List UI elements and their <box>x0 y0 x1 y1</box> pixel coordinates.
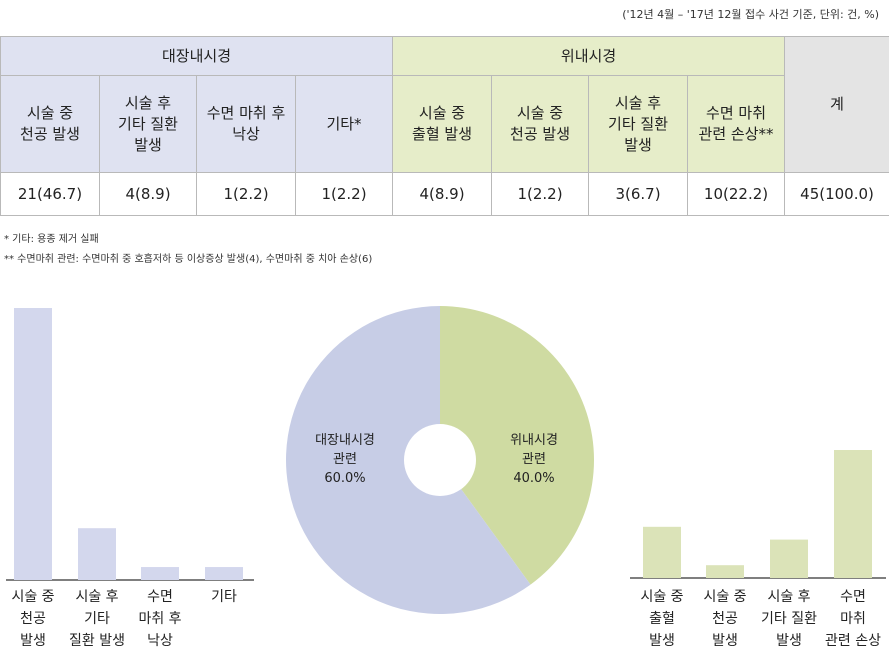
right-bar <box>706 565 744 578</box>
left-bar-category-line: 질환 발생 <box>69 633 125 649</box>
right-bar <box>643 526 681 578</box>
left-bar-category-line: 수면 <box>147 589 173 605</box>
value-cell: 4(8.9) <box>392 172 493 216</box>
left-bar <box>78 528 116 580</box>
total-header: 계 <box>784 36 889 173</box>
column-header-line: 시술 후 <box>124 93 172 112</box>
right-bar-category-line: 수면 <box>840 589 866 605</box>
statistics-table: 대장내시경 위내시경 계 시술 중 천공 발생 시술 후 기타 질환 발생 수면 마취 후… <box>0 36 889 216</box>
column-header-line: 기타 질환 <box>608 114 668 133</box>
right-bar-category-line: 시술 중 <box>703 589 747 605</box>
right-bar-category-line: 기타 질환 <box>761 611 817 627</box>
right-bar-category-line: 마취 <box>840 611 866 627</box>
column-header-line: 기타 질환 <box>118 114 178 133</box>
right-bar-category-line: 관련 손상 <box>825 633 881 649</box>
donut-hole <box>404 424 476 496</box>
column-header-line: 기타* <box>326 114 362 133</box>
left-bar-category-line: 천공 <box>20 611 46 627</box>
left-bar-category-line: 기타 <box>211 589 237 605</box>
right-bar-category-line: 천공 <box>712 611 738 627</box>
source-note: ('12년 4월 – '17년 12월 접수 사건 기준, 단위: 건, %) <box>622 8 879 21</box>
right-bar-category-line: 시술 후 <box>767 589 811 605</box>
footnote-1: * 기타: 용종 제거 실패 <box>4 234 99 245</box>
group-header-colonoscopy: 대장내시경 <box>0 36 394 76</box>
pie-label-colonoscopy-line: 60.0% <box>324 471 366 486</box>
column-header-line: 출혈 발생 <box>412 125 472 143</box>
pie-label-colonoscopy-line: 관련 <box>333 452 357 467</box>
column-header-line: 낙상 <box>232 125 260 143</box>
column-header-line: 발생 <box>624 135 652 154</box>
right-bar-category-line: 출혈 <box>649 611 675 627</box>
pie-slice <box>440 306 595 585</box>
value-cell: 3(6.7) <box>588 172 689 216</box>
value-cell: 1(2.2) <box>196 172 296 216</box>
value-cell: 45(100.0) <box>784 172 889 216</box>
footnote-2: ** 수면마취 관련: 수면마취 중 호흡저하 등 이상증상 발생(4), 수면… <box>4 254 373 265</box>
left-bar-category-line: 마취 후 <box>138 611 182 627</box>
right-bar-category-line: 발생 <box>776 633 802 649</box>
column-header-line: 시술 중 <box>26 104 74 122</box>
left-bar-category-line: 시술 중 <box>11 589 55 605</box>
column-header-line: 천공 발생 <box>20 125 80 143</box>
pie-label-gastroscopy-line: 위내시경 <box>510 433 558 448</box>
column-header-line: 발생 <box>134 135 162 154</box>
column-header-line: 시술 중 <box>418 104 466 122</box>
right-bar-category-line: 시술 중 <box>640 589 684 605</box>
pie-label-gastroscopy-line: 40.0% <box>513 471 555 486</box>
right-bar <box>834 450 872 578</box>
right-bar-category-line: 발생 <box>712 633 738 649</box>
column-header-line: 관련 손상** <box>698 125 774 143</box>
group-header-gastroscopy: 위내시경 <box>392 36 786 76</box>
column-header: 기타* <box>294 75 394 173</box>
column-header-line: 시술 중 <box>516 104 564 122</box>
value-cell: 10(22.2) <box>687 172 786 216</box>
column-header-line: 천공 발생 <box>510 125 570 143</box>
left-bar <box>14 308 52 580</box>
pie-label-colonoscopy-line: 대장내시경 <box>315 433 375 448</box>
column-header-line: 수면 마취 <box>706 104 766 122</box>
left-bar <box>205 567 243 580</box>
left-bar <box>141 567 179 580</box>
right-bar-category-line: 발생 <box>649 633 675 649</box>
pie-label-gastroscopy-line: 관련 <box>522 452 546 467</box>
column-header-line: 시술 후 <box>614 93 662 112</box>
column-header-line: 수면 마취 후 <box>206 104 286 122</box>
left-bar-category-line: 발생 <box>20 633 46 649</box>
value-cell: 1(2.2) <box>294 172 394 216</box>
left-bar-category-line: 기타 <box>84 611 110 627</box>
left-bar-category-line: 시술 후 <box>75 589 119 605</box>
value-cell: 4(8.9) <box>99 172 197 216</box>
left-bar-category-line: 낙상 <box>147 633 173 649</box>
value-cell: 1(2.2) <box>491 172 590 216</box>
left-bar-category: 기타 <box>192 586 256 608</box>
right-bar <box>770 539 808 578</box>
